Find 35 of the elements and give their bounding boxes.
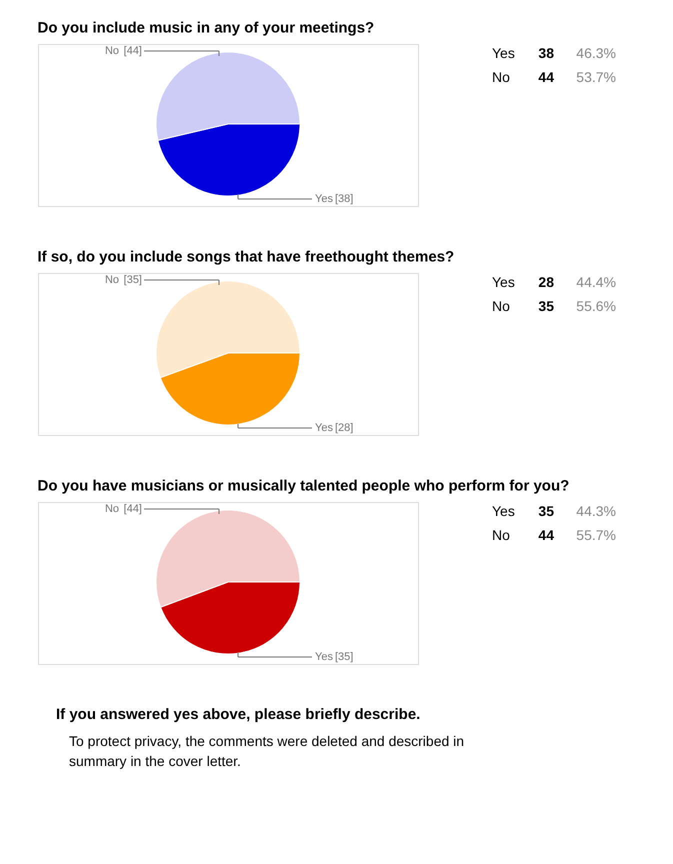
- text: No: [492, 527, 510, 543]
- text: 55.6%: [576, 298, 616, 314]
- chart-title: If so, do you include songs that have freethought themes?: [38, 248, 454, 266]
- slice-label: Yes: [315, 193, 334, 205]
- text: 28: [538, 274, 554, 290]
- text: 55.7%: [576, 527, 616, 543]
- text: Yes: [492, 503, 515, 519]
- data-label: [44]: [124, 503, 142, 515]
- text: Yes: [492, 274, 515, 290]
- text: No: [492, 298, 510, 314]
- slice-label: No: [104, 45, 119, 57]
- data-label: [44]: [124, 45, 142, 57]
- slice-label: Yes: [315, 422, 334, 434]
- text: No: [492, 69, 510, 85]
- slice-label: No: [104, 503, 119, 515]
- text: 44: [538, 527, 554, 543]
- text: Yes: [492, 45, 515, 61]
- slice-label: No: [104, 274, 119, 286]
- data-label: [38]: [335, 193, 354, 205]
- text: 35: [538, 298, 554, 314]
- text: 44.3%: [576, 503, 616, 519]
- text: 46.3%: [576, 45, 616, 61]
- chart-title: Do you include music in any of your meetings?: [38, 20, 374, 36]
- text: 38: [538, 45, 554, 61]
- data-label: [28]: [335, 422, 354, 434]
- data-label: [35]: [335, 651, 354, 663]
- text: To protect privacy, the comments were deleted and described in summary in the cover letter.: [69, 733, 464, 769]
- text: 53.7%: [576, 69, 616, 85]
- text: 44.4%: [576, 274, 616, 290]
- text: 44: [538, 69, 554, 85]
- text: 35: [538, 503, 554, 519]
- text: If you answered yes above, please briefly describe.: [56, 706, 420, 723]
- data-label: [35]: [124, 274, 142, 286]
- slice-label: Yes: [315, 651, 334, 663]
- chart-title: Do you have musicians or musically talented people who perform for you?: [38, 478, 570, 494]
